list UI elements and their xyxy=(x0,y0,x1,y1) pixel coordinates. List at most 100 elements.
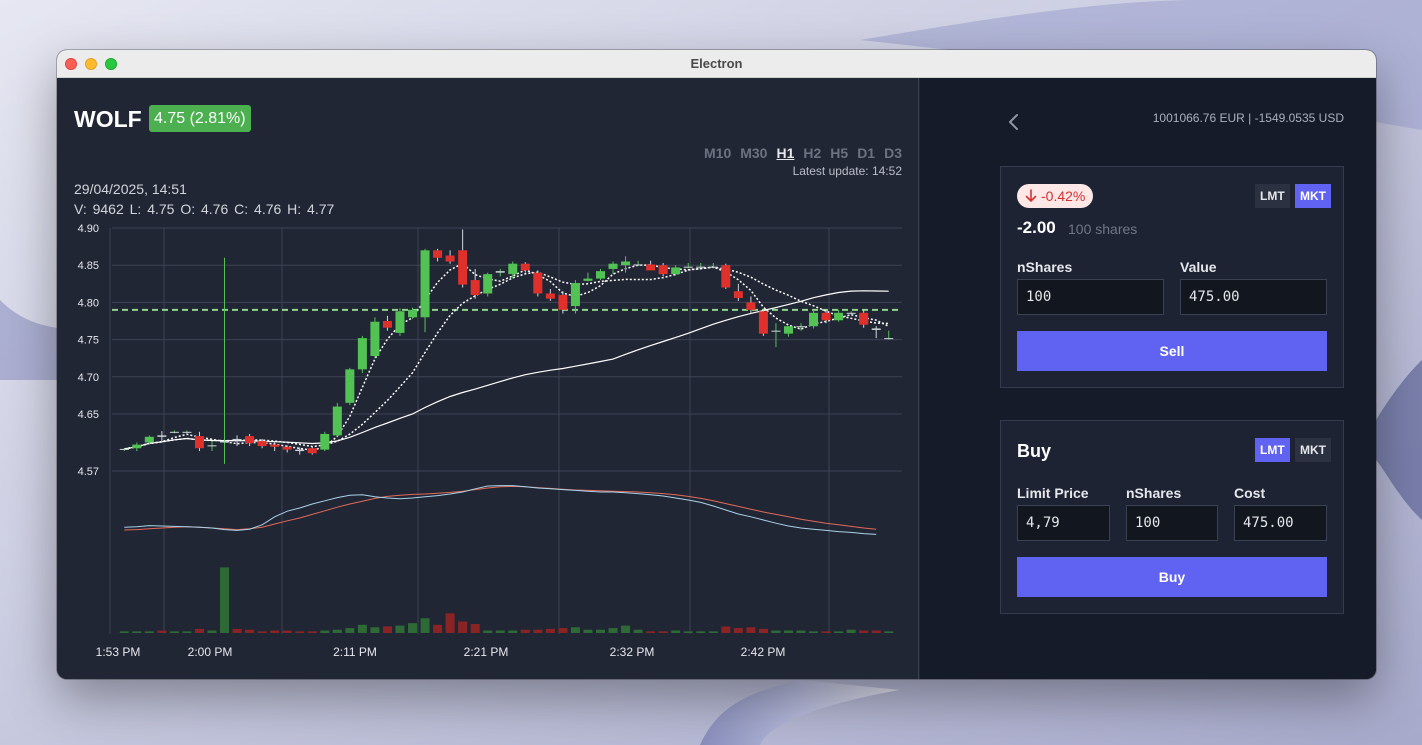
timeframe-d3[interactable]: D3 xyxy=(884,145,902,161)
candle-body xyxy=(621,261,631,266)
volume-bar xyxy=(583,629,593,633)
volume-bar xyxy=(796,630,806,633)
candle-body xyxy=(595,271,606,279)
ma-mid-line xyxy=(124,266,889,450)
volume-bar xyxy=(320,630,330,633)
volume-bar xyxy=(696,631,706,633)
volume-bar xyxy=(621,625,631,633)
position-change-badge: -0.42% xyxy=(1017,184,1094,208)
candle-body xyxy=(257,441,267,447)
buy-card-title: Buy xyxy=(1017,441,1052,461)
volume-bar xyxy=(558,628,568,633)
candle-body xyxy=(320,433,330,450)
timeframe-h1[interactable]: H1 xyxy=(776,145,795,161)
volume-bar xyxy=(758,628,768,633)
volume-bar xyxy=(658,631,668,633)
candle-body xyxy=(232,438,242,441)
position-change-value: -0.42% xyxy=(1041,188,1086,204)
position-shares: 100 shares xyxy=(1068,221,1138,237)
minimize-window-button[interactable] xyxy=(85,58,97,70)
volume-bar xyxy=(708,631,718,633)
volume-bar xyxy=(771,630,781,633)
timeframe-h5[interactable]: H5 xyxy=(830,145,849,161)
volume-bar xyxy=(671,630,681,633)
x-tick-label: 2:21 PM xyxy=(464,645,509,659)
cost-input[interactable] xyxy=(1234,505,1327,541)
volume-bar xyxy=(846,629,856,633)
volume-bar xyxy=(821,631,831,633)
volume-bar xyxy=(608,628,618,633)
volume-bar xyxy=(570,627,580,633)
volume-bar xyxy=(495,630,505,633)
y-tick-label: 4.90 xyxy=(78,223,99,235)
candle-body xyxy=(282,446,292,450)
candle-body xyxy=(407,309,418,318)
volume-bar xyxy=(182,631,192,633)
volume-bar xyxy=(395,625,405,633)
candle-body xyxy=(871,328,881,330)
buy-nshares-input[interactable] xyxy=(1126,505,1218,541)
chart-pane: 4.90 4.85 4.80 4.75 4.70 4.65 4.57 1:53 PM 2:00 … xyxy=(57,78,919,679)
candle-body xyxy=(646,264,656,271)
volume-bar xyxy=(144,631,154,633)
buy-mkt-toggle[interactable]: MKT xyxy=(1295,438,1331,462)
candle-body xyxy=(382,321,392,328)
cost-label: Cost xyxy=(1234,485,1266,501)
ohlc-readout: V: 9462 L: 4.75 O: 4.76 C: 4.76 H: 4.77 xyxy=(74,201,335,217)
oscillator-fast-line xyxy=(124,485,877,535)
timeframe-m30[interactable]: M30 xyxy=(740,145,768,161)
sell-nshares-label: nShares xyxy=(1017,259,1073,275)
candle-body xyxy=(671,267,681,275)
candle-body xyxy=(545,293,555,299)
volume-bar xyxy=(834,631,844,633)
candle-body xyxy=(696,266,706,268)
candle-body xyxy=(783,326,793,334)
volume-bar xyxy=(884,631,894,633)
maximize-window-button[interactable] xyxy=(105,58,117,70)
candle-body xyxy=(608,263,618,269)
candle-body xyxy=(157,435,167,437)
volume-bar xyxy=(545,628,555,633)
crosshair-date: 29/04/2025, 14:51 xyxy=(74,181,187,197)
candle-body xyxy=(495,271,505,273)
back-chevron-icon[interactable] xyxy=(1004,112,1024,132)
candle-body xyxy=(733,291,743,298)
timeframe-m10[interactable]: M10 xyxy=(704,145,732,161)
volume-bar xyxy=(370,627,380,633)
oscillator-slow-line xyxy=(124,485,877,531)
sell-lmt-toggle[interactable]: LMT xyxy=(1255,184,1290,208)
volume-bar xyxy=(207,630,217,633)
volume-bar xyxy=(470,623,480,633)
sell-mkt-toggle[interactable]: MKT xyxy=(1295,184,1331,208)
ticker-symbol: WOLF xyxy=(74,106,142,132)
volume-bar xyxy=(633,629,643,633)
candle-body xyxy=(144,436,154,443)
x-tick-label: 2:32 PM xyxy=(610,645,655,659)
latest-update-label: Latest update: 14:52 xyxy=(792,164,902,178)
arrow-down-icon xyxy=(1025,189,1037,202)
candle-body xyxy=(520,263,530,271)
volume-bar xyxy=(871,630,881,633)
ma-slow-line xyxy=(124,290,889,450)
candle-body xyxy=(859,312,869,325)
timeframe-h2[interactable]: H2 xyxy=(803,145,822,161)
limit-price-input[interactable] xyxy=(1017,505,1110,541)
candle-body xyxy=(570,283,580,307)
volume-bar xyxy=(683,631,693,633)
price-chart[interactable]: 4.90 4.85 4.80 4.75 4.70 4.65 4.57 1:53 PM 2:00 … xyxy=(57,78,919,679)
sell-button[interactable]: Sell xyxy=(1017,331,1327,371)
candle-body xyxy=(558,294,568,310)
buy-lmt-toggle[interactable]: LMT xyxy=(1255,438,1290,462)
timeframe-d1[interactable]: D1 xyxy=(857,145,876,161)
candle-body xyxy=(821,312,831,321)
candle-body xyxy=(846,312,856,314)
candle-body xyxy=(357,338,367,370)
sell-value-label: Value xyxy=(1180,259,1217,275)
buy-button[interactable]: Buy xyxy=(1017,557,1327,597)
sell-value-input[interactable] xyxy=(1180,279,1327,315)
sell-nshares-input[interactable] xyxy=(1017,279,1164,315)
volume-bar xyxy=(245,629,255,633)
y-tick-label: 4.75 xyxy=(78,335,99,347)
close-window-button[interactable] xyxy=(65,58,77,70)
volume-bar xyxy=(595,629,606,633)
